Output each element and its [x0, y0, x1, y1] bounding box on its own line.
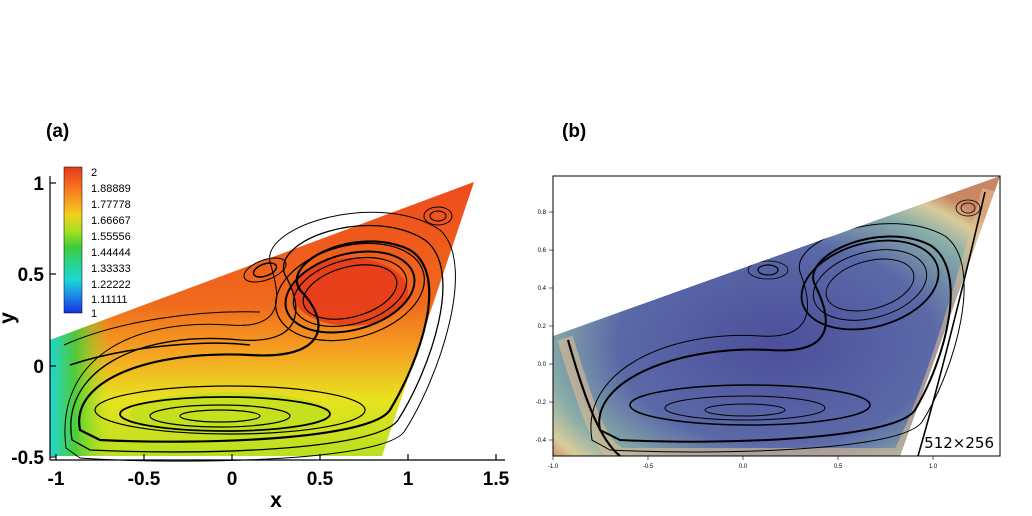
colorbar-label: 1.66667	[91, 215, 131, 227]
colorbar-label: 1.44444	[91, 247, 131, 259]
panel-a-x-tick: -0.5	[128, 469, 161, 490]
colorbar-label: 1.22222	[91, 279, 131, 291]
panel-a-plot: -1 -0.5 0 0.5 1 1.5 1 0.5 0 -0.5 x y 2 1…	[0, 166, 510, 512]
panel-b-y-tick: 0.4	[538, 286, 547, 292]
colorbar-label: 1	[91, 308, 97, 320]
panel-a-x-tick: -1	[48, 469, 65, 490]
panel-a-x-tick: 1.5	[483, 469, 510, 490]
panel-b-y-tick: -0.2	[536, 400, 547, 406]
panel-b-y-tick: 0.8	[538, 210, 547, 216]
colorbar-label: 1.77778	[91, 199, 131, 211]
panel-a-x-tick: 0	[227, 469, 238, 490]
panel-a-y-tick: 1	[33, 174, 44, 195]
panel-b-y-tick: 0.6	[538, 248, 547, 254]
panel-b-plot: -1.0 -0.5 0.0 0.5 1.0 0.8 0.6 0.4 0.2 0.…	[536, 175, 1001, 470]
panel-b-y-tick: 0.2	[538, 324, 547, 330]
colorbar-label: 1.33333	[91, 263, 131, 275]
panel-b-x-tick: 0.5	[834, 464, 843, 470]
panel-b-label: (b)	[562, 121, 587, 142]
panel-b-x-tick: 1.0	[929, 464, 938, 470]
colorbar-label: 1.88889	[91, 183, 131, 195]
panel-a-label: (a)	[46, 121, 70, 142]
panel-a-y-tick: 0	[33, 357, 44, 378]
panel-b-x-tick: -1.0	[548, 464, 559, 470]
panel-a-streamlines	[63, 206, 456, 462]
panel-b-x-tick: -0.5	[643, 464, 654, 470]
panel-b-y-tick: 0.0	[538, 362, 547, 368]
panel-a-y-axis-title: y	[0, 312, 19, 324]
panel-a-colorbar: 2 1.88889 1.77778 1.66667 1.55556 1.4444…	[63, 166, 131, 320]
panel-b-streamlines	[566, 191, 986, 457]
panel-a-x-axis-title: x	[270, 489, 282, 512]
panel-a-y-tick: -0.5	[11, 448, 44, 469]
panel-b-y-tick: -0.4	[536, 438, 547, 444]
panel-a-y-tick: 0.5	[18, 265, 45, 286]
panel-b-resolution-label: 512×256	[924, 434, 994, 452]
panel-a-x-tick: 1	[403, 469, 414, 490]
colorbar-label: 1.11111	[91, 294, 128, 306]
colorbar-label: 2	[91, 167, 97, 179]
panel-a-x-tick: 0.5	[307, 469, 334, 490]
panel-b-x-tick: 0.0	[739, 464, 748, 470]
colorbar-label: 1.55556	[91, 231, 131, 243]
